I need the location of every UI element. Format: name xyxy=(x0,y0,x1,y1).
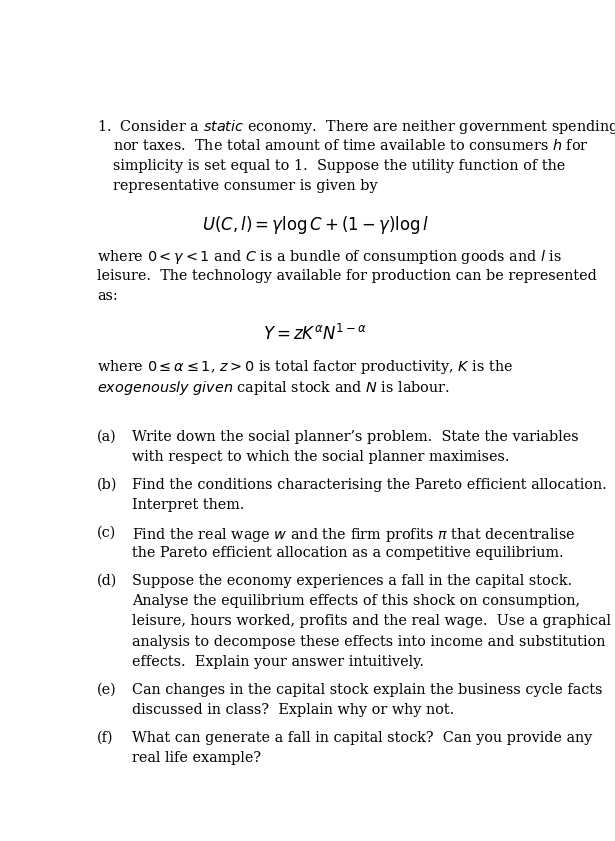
Text: leisure.  The technology available for production can be represented: leisure. The technology available for pr… xyxy=(97,269,597,283)
Text: leisure, hours worked, profits and the real wage.  Use a graphical: leisure, hours worked, profits and the r… xyxy=(132,615,611,628)
Text: (a): (a) xyxy=(97,430,116,444)
Text: Interpret them.: Interpret them. xyxy=(132,498,244,512)
Text: Can changes in the capital stock explain the business cycle facts: Can changes in the capital stock explain… xyxy=(132,683,602,697)
Text: (e): (e) xyxy=(97,683,116,697)
Text: Find the conditions characterising the Pareto efficient allocation.: Find the conditions characterising the P… xyxy=(132,478,606,492)
Text: Find the real wage $w$ and the firm profits $\pi$ that decentralise: Find the real wage $w$ and the firm prof… xyxy=(132,526,575,544)
Text: the Pareto efficient allocation as a competitive equilibrium.: the Pareto efficient allocation as a com… xyxy=(132,546,563,560)
Text: 1.  Consider a $\mathit{static}$ economy.  There are neither government spending: 1. Consider a $\mathit{static}$ economy.… xyxy=(97,118,615,135)
Text: where $0 < \gamma < 1$ and $C$ is a bundle of consumption goods and $l$ is: where $0 < \gamma < 1$ and $C$ is a bund… xyxy=(97,248,562,267)
Text: $U(C, l) = \gamma \log C + (1 - \gamma) \log l$: $U(C, l) = \gamma \log C + (1 - \gamma) … xyxy=(202,214,429,235)
Text: real life example?: real life example? xyxy=(132,751,261,765)
Text: (b): (b) xyxy=(97,478,117,492)
Text: Write down the social planner’s problem.  State the variables: Write down the social planner’s problem.… xyxy=(132,430,578,444)
Text: (f): (f) xyxy=(97,731,113,745)
Text: with respect to which the social planner maximises.: with respect to which the social planner… xyxy=(132,450,509,464)
Text: where $0 \leq \alpha \leq 1$, $z > 0$ is total factor productivity, $K$ is the: where $0 \leq \alpha \leq 1$, $z > 0$ is… xyxy=(97,358,513,377)
Text: Suppose the economy experiences a fall in the capital stock.: Suppose the economy experiences a fall i… xyxy=(132,574,572,588)
Text: analysis to decompose these effects into income and substitution: analysis to decompose these effects into… xyxy=(132,635,605,649)
Text: Analyse the equilibrium effects of this shock on consumption,: Analyse the equilibrium effects of this … xyxy=(132,594,580,608)
Text: (d): (d) xyxy=(97,574,117,588)
Text: What can generate a fall in capital stock?  Can you provide any: What can generate a fall in capital stoc… xyxy=(132,731,592,745)
Text: discussed in class?  Explain why or why not.: discussed in class? Explain why or why n… xyxy=(132,703,454,717)
Text: nor taxes.  The total amount of time available to consumers $h$ for: nor taxes. The total amount of time avai… xyxy=(113,138,588,153)
Text: simplicity is set equal to 1.  Suppose the utility function of the: simplicity is set equal to 1. Suppose th… xyxy=(113,159,565,172)
Text: as:: as: xyxy=(97,289,117,303)
Text: (c): (c) xyxy=(97,526,116,540)
Text: $Y = zK^{\alpha}N^{1-\alpha}$: $Y = zK^{\alpha}N^{1-\alpha}$ xyxy=(263,324,367,344)
Text: representative consumer is given by: representative consumer is given by xyxy=(113,179,377,193)
Text: $\mathit{exogenously\ given}$ capital stock and $N$ is labour.: $\mathit{exogenously\ given}$ capital st… xyxy=(97,378,450,397)
Text: effects.  Explain your answer intuitively.: effects. Explain your answer intuitively… xyxy=(132,655,424,669)
